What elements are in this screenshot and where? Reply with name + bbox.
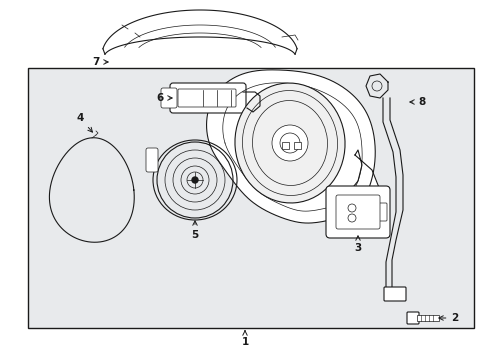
Bar — [28, 68, 473, 328]
FancyBboxPatch shape — [335, 195, 379, 229]
FancyBboxPatch shape — [406, 312, 418, 324]
Text: 4: 4 — [76, 113, 92, 132]
Text: 2: 2 — [438, 313, 458, 323]
Circle shape — [347, 204, 355, 212]
Text: 6: 6 — [156, 93, 172, 103]
FancyBboxPatch shape — [146, 148, 158, 172]
Polygon shape — [206, 70, 374, 223]
Text: 1: 1 — [241, 331, 248, 347]
Text: 3: 3 — [354, 236, 361, 253]
Text: 7: 7 — [92, 57, 108, 67]
FancyBboxPatch shape — [383, 287, 405, 301]
FancyBboxPatch shape — [374, 203, 386, 221]
FancyBboxPatch shape — [178, 89, 236, 107]
FancyBboxPatch shape — [170, 83, 245, 113]
Bar — [416, 315, 438, 321]
Bar — [282, 142, 288, 149]
Ellipse shape — [234, 83, 345, 203]
Circle shape — [280, 133, 299, 153]
Circle shape — [271, 125, 307, 161]
FancyBboxPatch shape — [325, 186, 389, 238]
Circle shape — [192, 177, 198, 183]
Circle shape — [347, 214, 355, 222]
FancyBboxPatch shape — [161, 88, 177, 108]
Bar — [293, 142, 301, 149]
Text: 5: 5 — [191, 221, 198, 240]
Text: 8: 8 — [409, 97, 425, 107]
Polygon shape — [329, 150, 379, 227]
